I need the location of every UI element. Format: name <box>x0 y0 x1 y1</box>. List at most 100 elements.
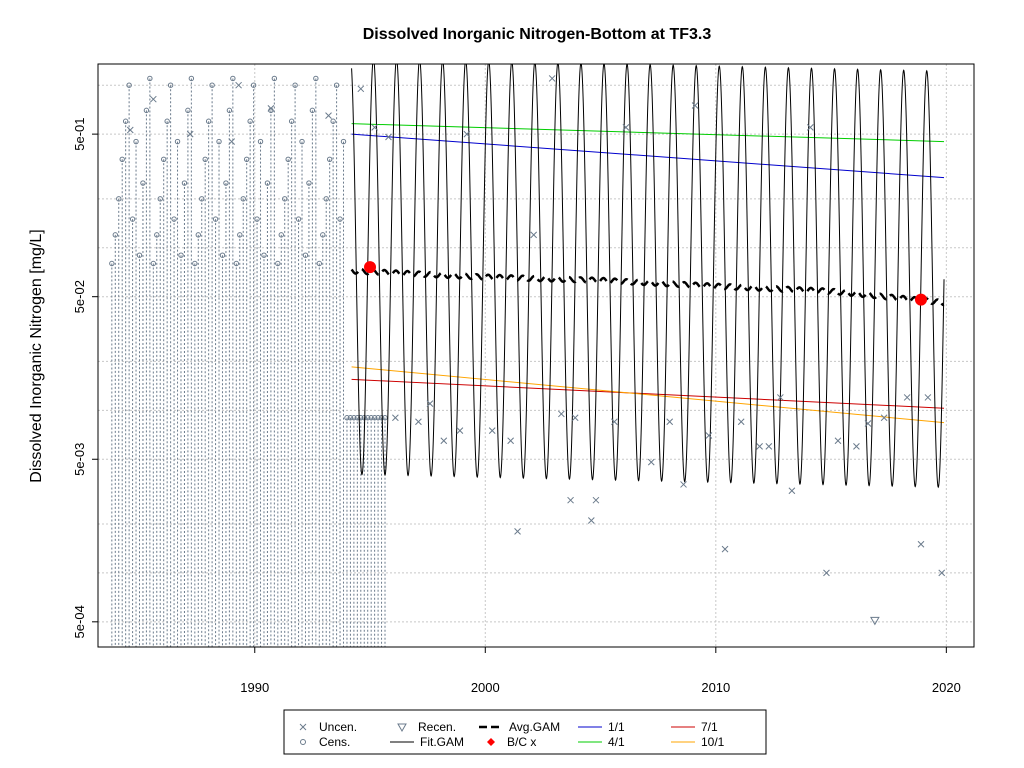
uncensored-point <box>440 437 448 445</box>
legend-label: B/C x <box>507 735 536 749</box>
censored-point <box>143 107 150 114</box>
uncensored-point <box>228 138 236 145</box>
censored-point <box>365 415 371 421</box>
x-tick-label: 2010 <box>701 680 730 695</box>
bc-points <box>364 261 927 306</box>
legend-label: 1/1 <box>608 720 625 734</box>
censored-point <box>351 415 357 421</box>
uncensored-point <box>806 124 814 131</box>
censored-point <box>122 118 129 124</box>
censored-point <box>216 138 222 145</box>
censored-point <box>302 252 309 258</box>
censored-point <box>344 415 350 421</box>
uncensored-point <box>392 414 399 422</box>
censored-point <box>116 196 122 202</box>
uncensored-point <box>267 105 275 112</box>
censored-point <box>109 260 115 267</box>
censored-point <box>347 415 354 421</box>
censored-point <box>212 216 219 222</box>
uncensored-point <box>765 443 773 450</box>
censored-point <box>164 118 170 124</box>
uncensored-point <box>880 414 888 422</box>
y-tick-label: 5e-04 <box>72 605 87 638</box>
censored-point <box>299 138 305 145</box>
censored-point <box>112 232 118 238</box>
censored-point <box>285 156 291 163</box>
chart-title: Dissolved Inorganic Nitrogen-Bottom at T… <box>363 26 712 43</box>
x-tick-label: 1990 <box>240 680 269 695</box>
uncensored-point <box>917 540 925 548</box>
censored-point <box>237 232 243 238</box>
y-tick-label: 5e-02 <box>72 280 87 313</box>
censored-point <box>185 107 191 114</box>
censored-point <box>171 216 177 222</box>
avg-gam-line <box>350 267 945 307</box>
censored-point <box>358 415 364 421</box>
censored-point <box>219 252 226 258</box>
censored-series <box>109 75 388 647</box>
censored-point <box>202 156 208 163</box>
series-line-1-1 <box>351 133 945 179</box>
censored-point <box>192 260 198 267</box>
censored-point <box>174 138 181 145</box>
legend-box <box>283 709 767 755</box>
y-axis: 5e-04 5e-03 5e-02 5e-01 <box>72 117 98 638</box>
uncensored-point <box>777 394 784 401</box>
fit-gam-series <box>351 64 945 489</box>
uncensored-series <box>126 75 946 626</box>
legend-item-cens-: Cens. <box>300 735 350 749</box>
censored-point <box>119 156 125 163</box>
uncensored-point <box>592 496 600 504</box>
censored-point <box>278 232 284 238</box>
uncensored-point <box>853 443 860 450</box>
censored-point <box>333 82 340 88</box>
uncensored-point <box>705 432 713 439</box>
censored-point <box>233 260 240 267</box>
censored-point <box>340 138 347 145</box>
uncensored-point <box>587 517 595 524</box>
censored-point <box>147 75 153 82</box>
censored-point <box>136 252 143 258</box>
legend-label: Uncen. <box>319 720 357 734</box>
censored-point <box>326 156 333 163</box>
censored-point <box>288 118 295 124</box>
censored-point <box>205 118 212 124</box>
uncensored-point <box>456 427 464 434</box>
legend-label: Fit.GAM <box>420 735 464 749</box>
y-tick-label: 5e-01 <box>72 117 87 150</box>
uncensored-point <box>756 443 763 450</box>
censored-point <box>129 216 136 222</box>
uncensored-point <box>788 487 796 495</box>
censored-point <box>382 415 388 421</box>
censored-point <box>178 252 184 258</box>
censored-point <box>337 216 343 222</box>
uncensored-point <box>924 394 932 401</box>
uncensored-point <box>864 420 872 427</box>
uncensored-point <box>680 481 687 488</box>
uncensored-point <box>611 418 618 426</box>
censored-point <box>181 180 188 186</box>
fit-gam-line <box>351 64 945 489</box>
censored-point <box>292 82 298 88</box>
uncensored-point <box>357 85 365 93</box>
censored-point <box>133 138 139 145</box>
censored-point <box>230 75 236 82</box>
uncensored-point <box>567 496 574 504</box>
censored-point <box>282 196 288 202</box>
censored-point <box>161 156 167 163</box>
uncensored-point <box>737 418 745 426</box>
censored-point <box>167 82 174 88</box>
censored-point <box>275 260 281 267</box>
x-tick-label: 2000 <box>471 680 500 695</box>
uncensored-point <box>691 102 699 109</box>
legend-item-avg-gam: Avg.GAM <box>479 720 560 734</box>
censored-point <box>257 138 264 145</box>
legend-label: 7/1 <box>701 720 718 734</box>
uncensored-point <box>186 130 194 138</box>
legend-item-fit-gam: Fit.GAM <box>390 735 464 749</box>
censored-point <box>261 252 267 258</box>
legend-item-1-1: 1/1 <box>578 720 625 734</box>
plot-frame <box>97 63 975 648</box>
uncensored-point <box>235 81 242 89</box>
x-axis: 1990 2000 2010 2020 <box>240 647 961 695</box>
